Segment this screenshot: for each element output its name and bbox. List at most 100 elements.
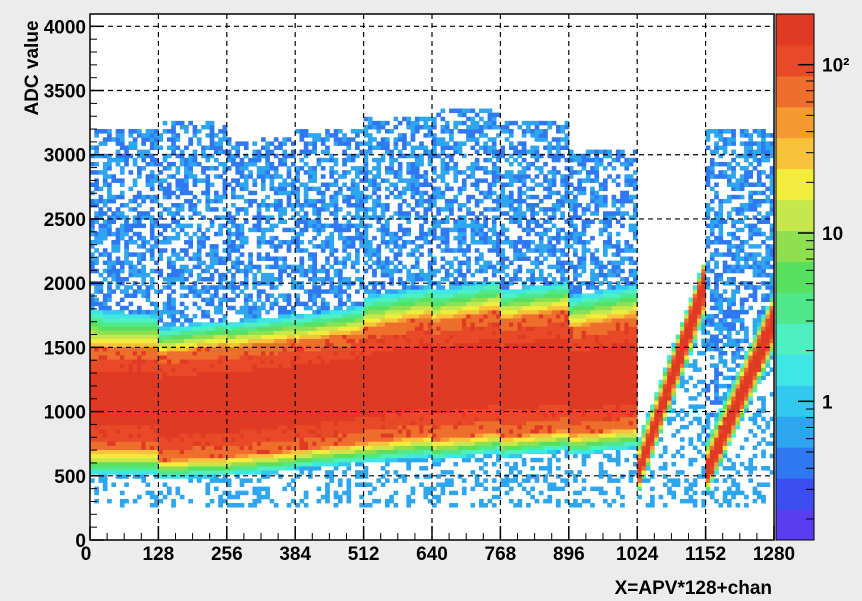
heatmap-cell (218, 416, 223, 422)
heatmap-cell (192, 207, 198, 212)
heatmap-cell (154, 363, 159, 368)
heatmap-cell (196, 449, 202, 455)
heatmap-cell (384, 141, 390, 146)
heatmap-cell (239, 141, 245, 146)
heatmap-cell (222, 260, 228, 266)
heatmap-cell (149, 363, 155, 368)
heatmap-cell (316, 363, 322, 368)
heatmap-cell (192, 470, 198, 475)
heatmap-cell (337, 318, 343, 323)
heatmap-cell (397, 387, 403, 393)
heatmap-cell (162, 355, 168, 360)
heatmap-cell (196, 408, 202, 414)
heatmap-cell (149, 461, 155, 467)
heatmap-cell (239, 260, 245, 266)
heatmap-cell (90, 478, 95, 483)
heatmap-cell (149, 137, 155, 142)
heatmap-cell (397, 400, 403, 405)
heatmap-cell (355, 141, 360, 146)
heatmap-cell (166, 457, 172, 463)
heatmap-cell (102, 441, 108, 446)
heatmap-cell (337, 268, 343, 274)
heatmap-cell (350, 318, 356, 323)
heatmap-cell (308, 268, 313, 274)
heatmap-cell (243, 470, 249, 475)
heatmap-cell (213, 367, 219, 372)
heatmap-cell (132, 445, 138, 450)
heatmap-cell (128, 153, 134, 159)
heatmap-cell (154, 383, 159, 389)
heatmap-cell (239, 449, 245, 455)
heatmap-cell (209, 416, 215, 422)
heatmap-cell (239, 252, 245, 257)
heatmap-cell (256, 240, 262, 245)
heatmap-cell (265, 145, 270, 151)
heatmap-cell (372, 453, 377, 459)
heatmap-cell (213, 392, 219, 397)
heatmap-cell (149, 182, 155, 187)
heatmap-cell (248, 190, 253, 196)
heatmap-cell (124, 326, 129, 331)
heatmap-cell (205, 338, 211, 344)
heatmap-cell (196, 375, 202, 381)
heatmap-cell (380, 433, 386, 438)
heatmap-cell (124, 203, 129, 208)
heatmap-cell (282, 445, 288, 450)
heatmap-cell (376, 301, 382, 307)
heatmap-cell (282, 404, 288, 409)
heatmap-cell (201, 416, 206, 422)
heatmap-cell (209, 474, 215, 479)
heatmap-cell (346, 219, 352, 224)
heatmap-cell (384, 293, 390, 298)
heatmap-cell (179, 186, 185, 192)
heatmap-cell (107, 330, 112, 335)
heatmap-cell (141, 470, 146, 475)
heatmap-cell (333, 392, 339, 397)
heatmap-cell (333, 330, 339, 335)
heatmap-cell (226, 137, 232, 142)
heatmap-cell (252, 445, 258, 450)
heatmap-cell (235, 178, 241, 183)
heatmap-cell (303, 211, 309, 216)
heatmap-cell (248, 379, 253, 385)
heatmap-cell (355, 313, 360, 319)
heatmap-cell (384, 268, 390, 274)
heatmap-cell (389, 260, 394, 266)
heatmap-cell (337, 355, 343, 360)
heatmap-cell (316, 223, 322, 229)
heatmap-cell (376, 412, 382, 418)
heatmap-cell (372, 137, 377, 142)
heatmap-cell (282, 416, 288, 422)
heatmap-cell (286, 334, 292, 340)
heatmap-cell (359, 322, 364, 327)
heatmap-cell (243, 305, 249, 311)
heatmap-cell (367, 170, 373, 175)
heatmap-cell (184, 231, 189, 237)
heatmap-cell (222, 498, 228, 504)
heatmap-cell (372, 433, 377, 438)
heatmap-cell (115, 248, 121, 253)
heatmap-cell (333, 133, 339, 138)
heatmap-cell (406, 240, 412, 245)
heatmap-cell (265, 420, 270, 426)
heatmap-cell (359, 198, 364, 204)
heatmap-cell (111, 289, 117, 294)
heatmap-cell (333, 453, 339, 459)
heatmap-cell (397, 355, 403, 360)
heatmap-cell (333, 248, 339, 253)
heatmap-cell (248, 203, 253, 208)
heatmap-cell (320, 309, 326, 315)
heatmap-cell (316, 186, 322, 192)
heatmap-cell (226, 248, 232, 253)
heatmap-cell (389, 301, 394, 307)
heatmap-cell (192, 338, 198, 344)
heatmap-cell (278, 145, 283, 151)
heatmap-cell (256, 256, 262, 261)
heatmap-cell (154, 157, 159, 163)
heatmap-cell (312, 412, 317, 418)
heatmap-cell (226, 461, 232, 467)
heatmap-cell (299, 264, 305, 270)
heatmap-cell (94, 260, 99, 266)
heatmap-cell (397, 420, 403, 426)
heatmap-cell (282, 396, 288, 401)
